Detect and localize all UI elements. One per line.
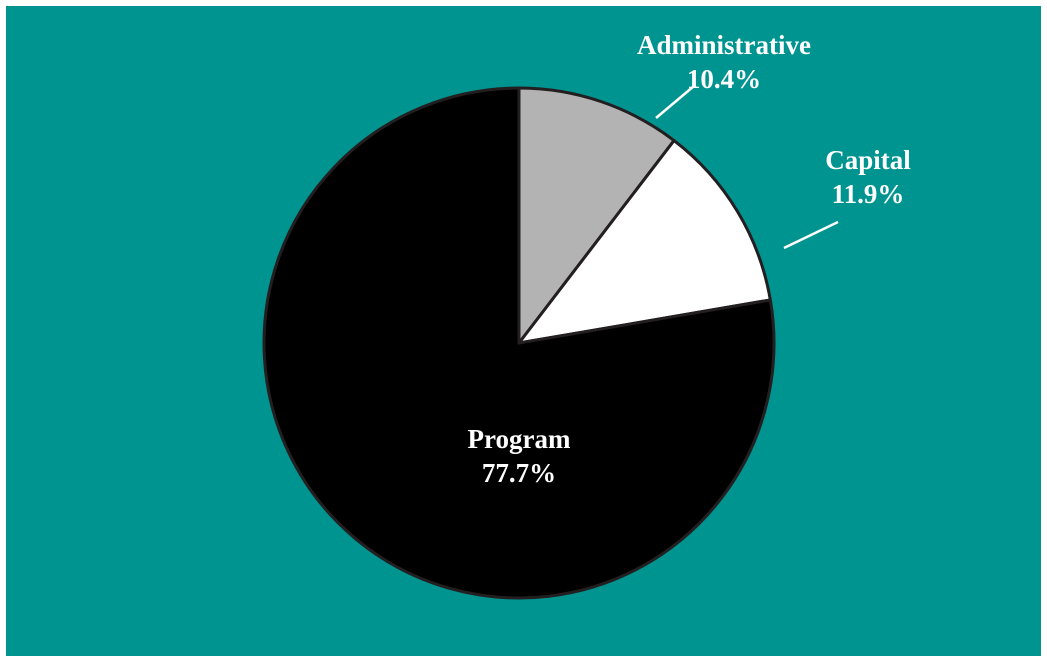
- slice-label-program: Program: [468, 424, 571, 454]
- slice-label-capital: Capital: [825, 145, 911, 175]
- slice-value-capital: 11.9%: [832, 179, 905, 209]
- pie-slices: [262, 86, 776, 600]
- slice-label-administrative: Administrative: [637, 30, 811, 60]
- chart-panel: Administrative 10.4% Capital 11.9% Program 77…: [6, 6, 1041, 656]
- slice-value-administrative: 10.4%: [687, 64, 761, 94]
- pie-slice-capital: [517, 139, 772, 345]
- pie-chart: Administrative 10.4% Capital 11.9% Program 77…: [6, 6, 1041, 656]
- slice-value-program: 77.7%: [482, 458, 556, 488]
- pie-slice-program: [262, 86, 776, 600]
- leader-lines: [655, 85, 839, 250]
- pie-slice-administrative: [517, 86, 676, 345]
- leader-line-capital: [783, 220, 839, 250]
- slice-labels: Administrative 10.4% Capital 11.9% Program 77…: [468, 30, 912, 488]
- leader-line-administrative: [655, 85, 695, 119]
